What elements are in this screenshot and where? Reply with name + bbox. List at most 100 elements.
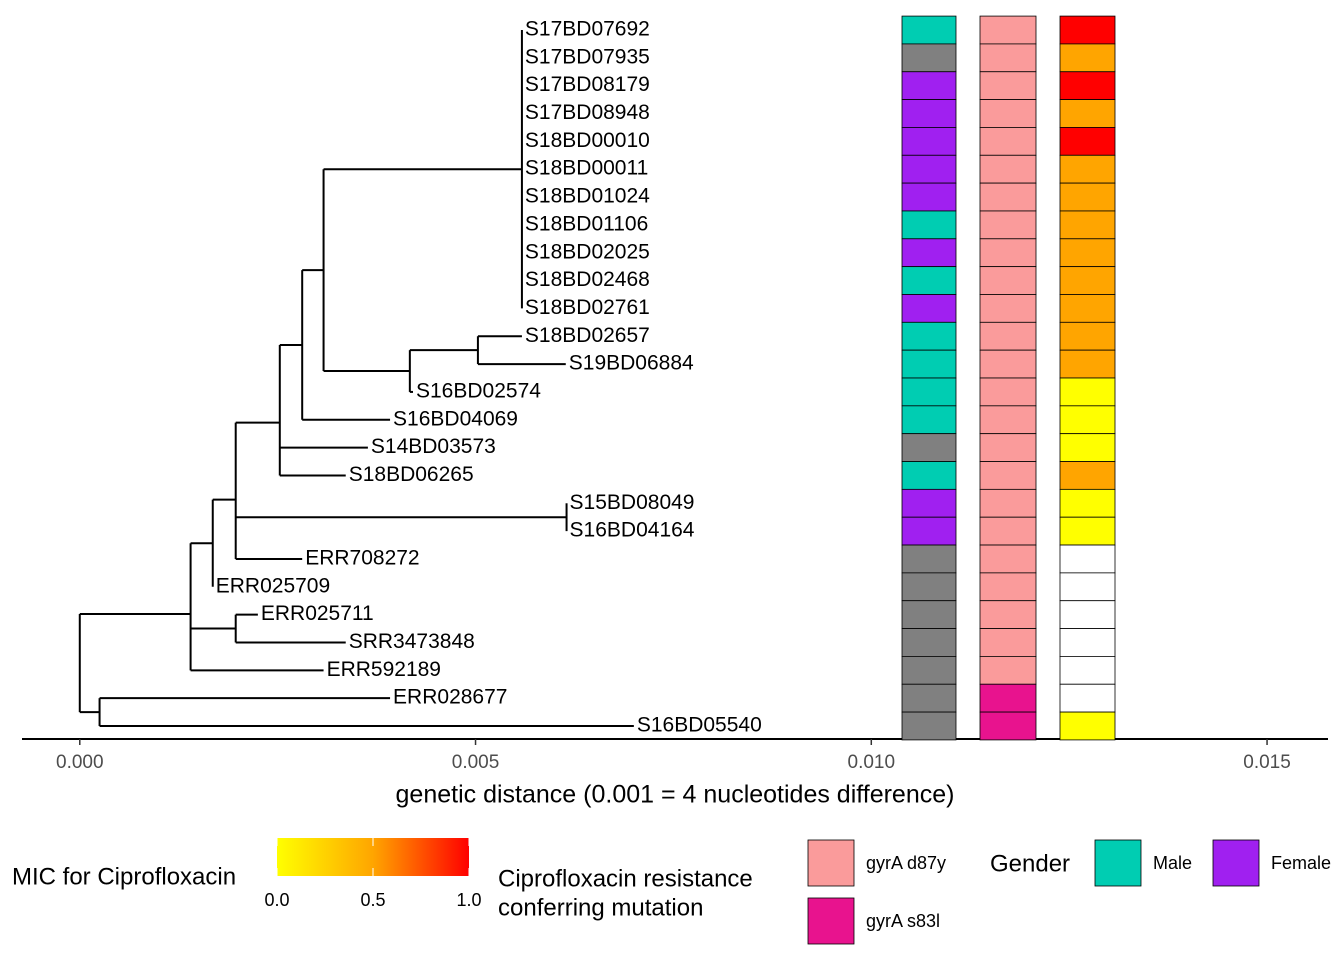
gender-cell — [901, 711, 957, 741]
gender-cell — [901, 71, 957, 101]
mic-cell — [1059, 71, 1116, 101]
tip-label: S18BD06265 — [349, 463, 474, 486]
tip-label: ERR025711 — [261, 602, 374, 625]
legend-label: gyrA d87y — [866, 853, 946, 873]
gender-legend-title: Gender — [990, 850, 1070, 877]
gender-cell — [901, 321, 957, 351]
mutation-cell — [979, 127, 1037, 156]
gender-cell — [901, 600, 957, 629]
mutation-cell — [979, 683, 1037, 713]
gender-cell — [901, 683, 957, 713]
tip-label: S18BD01024 — [525, 185, 650, 208]
mic-cell — [1059, 405, 1116, 435]
mic-cell — [1059, 488, 1116, 518]
gender-cell — [901, 628, 957, 657]
mutation-cell — [979, 99, 1037, 128]
colorbar-tick-label: 0.0 — [264, 890, 289, 910]
x-tick-label: 0.010 — [848, 752, 896, 773]
mutation-cell — [979, 516, 1037, 546]
mic-cell — [1059, 210, 1116, 240]
tip-label: S18BD02761 — [525, 296, 650, 319]
mutation-cell — [979, 377, 1037, 407]
gender-cell — [901, 461, 957, 490]
gender-cell — [901, 154, 957, 184]
mic-cell — [1059, 349, 1116, 379]
mic-cell — [1059, 238, 1116, 268]
mic-cell — [1059, 628, 1116, 657]
mutation-legend-title: Ciprofloxacin resistance — [498, 865, 753, 892]
gender-cell — [901, 572, 957, 602]
legend-label: Male — [1153, 853, 1192, 873]
mic-cell — [1059, 711, 1116, 741]
mic-cell — [1059, 182, 1116, 212]
mic-cell — [1059, 656, 1116, 685]
tip-label: S18BD01106 — [525, 212, 648, 235]
tip-label: S18BD02468 — [525, 268, 650, 291]
mutation-cell — [979, 154, 1037, 184]
mic-cell — [1059, 516, 1116, 546]
mutation-cell — [979, 294, 1037, 323]
gender-cell — [901, 349, 957, 379]
gender-cell — [901, 266, 957, 295]
tip-label: S16BD04069 — [393, 407, 518, 430]
legend-key — [807, 897, 855, 945]
gender-cell — [901, 238, 957, 268]
tip-label: S17BD07935 — [525, 45, 650, 68]
legend-key — [1094, 839, 1142, 887]
colorbar-tick-label: 1.0 — [456, 890, 481, 910]
mutation-cell — [979, 210, 1037, 240]
x-tick-label: 0.015 — [1243, 752, 1291, 773]
mutation-cell — [979, 182, 1037, 212]
mic-cell — [1059, 266, 1116, 295]
mutation-cell — [979, 433, 1037, 462]
gender-cell — [901, 544, 957, 574]
mutation-cell — [979, 43, 1037, 73]
tip-label: S17BD08179 — [525, 73, 650, 96]
tip-label: S16BD05540 — [637, 714, 762, 737]
colorbar-tick-label: 0.5 — [360, 890, 385, 910]
mutation-cell — [979, 405, 1037, 435]
mutation-cell — [979, 572, 1037, 602]
x-tick-label: 0.000 — [56, 752, 104, 773]
x-axis-title: genetic distance (0.001 = 4 nucleotides … — [396, 781, 955, 809]
mutation-cell — [979, 628, 1037, 657]
mic-cell — [1059, 600, 1116, 629]
mutation-cell — [979, 15, 1037, 45]
mutation-cell — [979, 488, 1037, 518]
tip-label: S18BD00011 — [525, 157, 648, 180]
mutation-legend-title: conferring mutation — [498, 894, 703, 921]
mutation-cell — [979, 349, 1037, 379]
mutation-cell — [979, 656, 1037, 685]
gender-cell — [901, 43, 957, 73]
mic-cell — [1059, 99, 1116, 128]
tip-label: S18BD00010 — [525, 129, 650, 152]
mutation-cell — [979, 266, 1037, 295]
tip-label: ERR708272 — [305, 547, 419, 570]
mic-cell — [1059, 15, 1116, 45]
tip-label: S16BD02574 — [416, 379, 541, 402]
legend-label: gyrA s83l — [866, 911, 940, 931]
gender-cell — [901, 182, 957, 212]
tip-label: S19BD06884 — [569, 352, 694, 375]
gender-cell — [901, 294, 957, 323]
mic-legend-title: MIC for Ciprofloxacin — [12, 863, 236, 890]
gender-cell — [901, 488, 957, 518]
gender-cell — [901, 127, 957, 156]
tip-label: ERR028677 — [393, 686, 507, 709]
mutation-cell — [979, 461, 1037, 490]
tip-label: S18BD02657 — [525, 324, 650, 347]
legend-label: Female — [1271, 853, 1331, 873]
tip-label: S14BD03573 — [371, 435, 496, 458]
gender-cell — [901, 516, 957, 546]
tip-label: S16BD04164 — [570, 519, 695, 542]
mic-cell — [1059, 154, 1116, 184]
mutation-cell — [979, 711, 1037, 741]
mutation-cell — [979, 238, 1037, 268]
tip-label: ERR025709 — [216, 574, 330, 597]
mutation-cell — [979, 544, 1037, 574]
mic-cell — [1059, 683, 1116, 713]
mic-cell — [1059, 294, 1116, 323]
mic-cell — [1059, 127, 1116, 156]
legend-key — [1212, 839, 1260, 887]
